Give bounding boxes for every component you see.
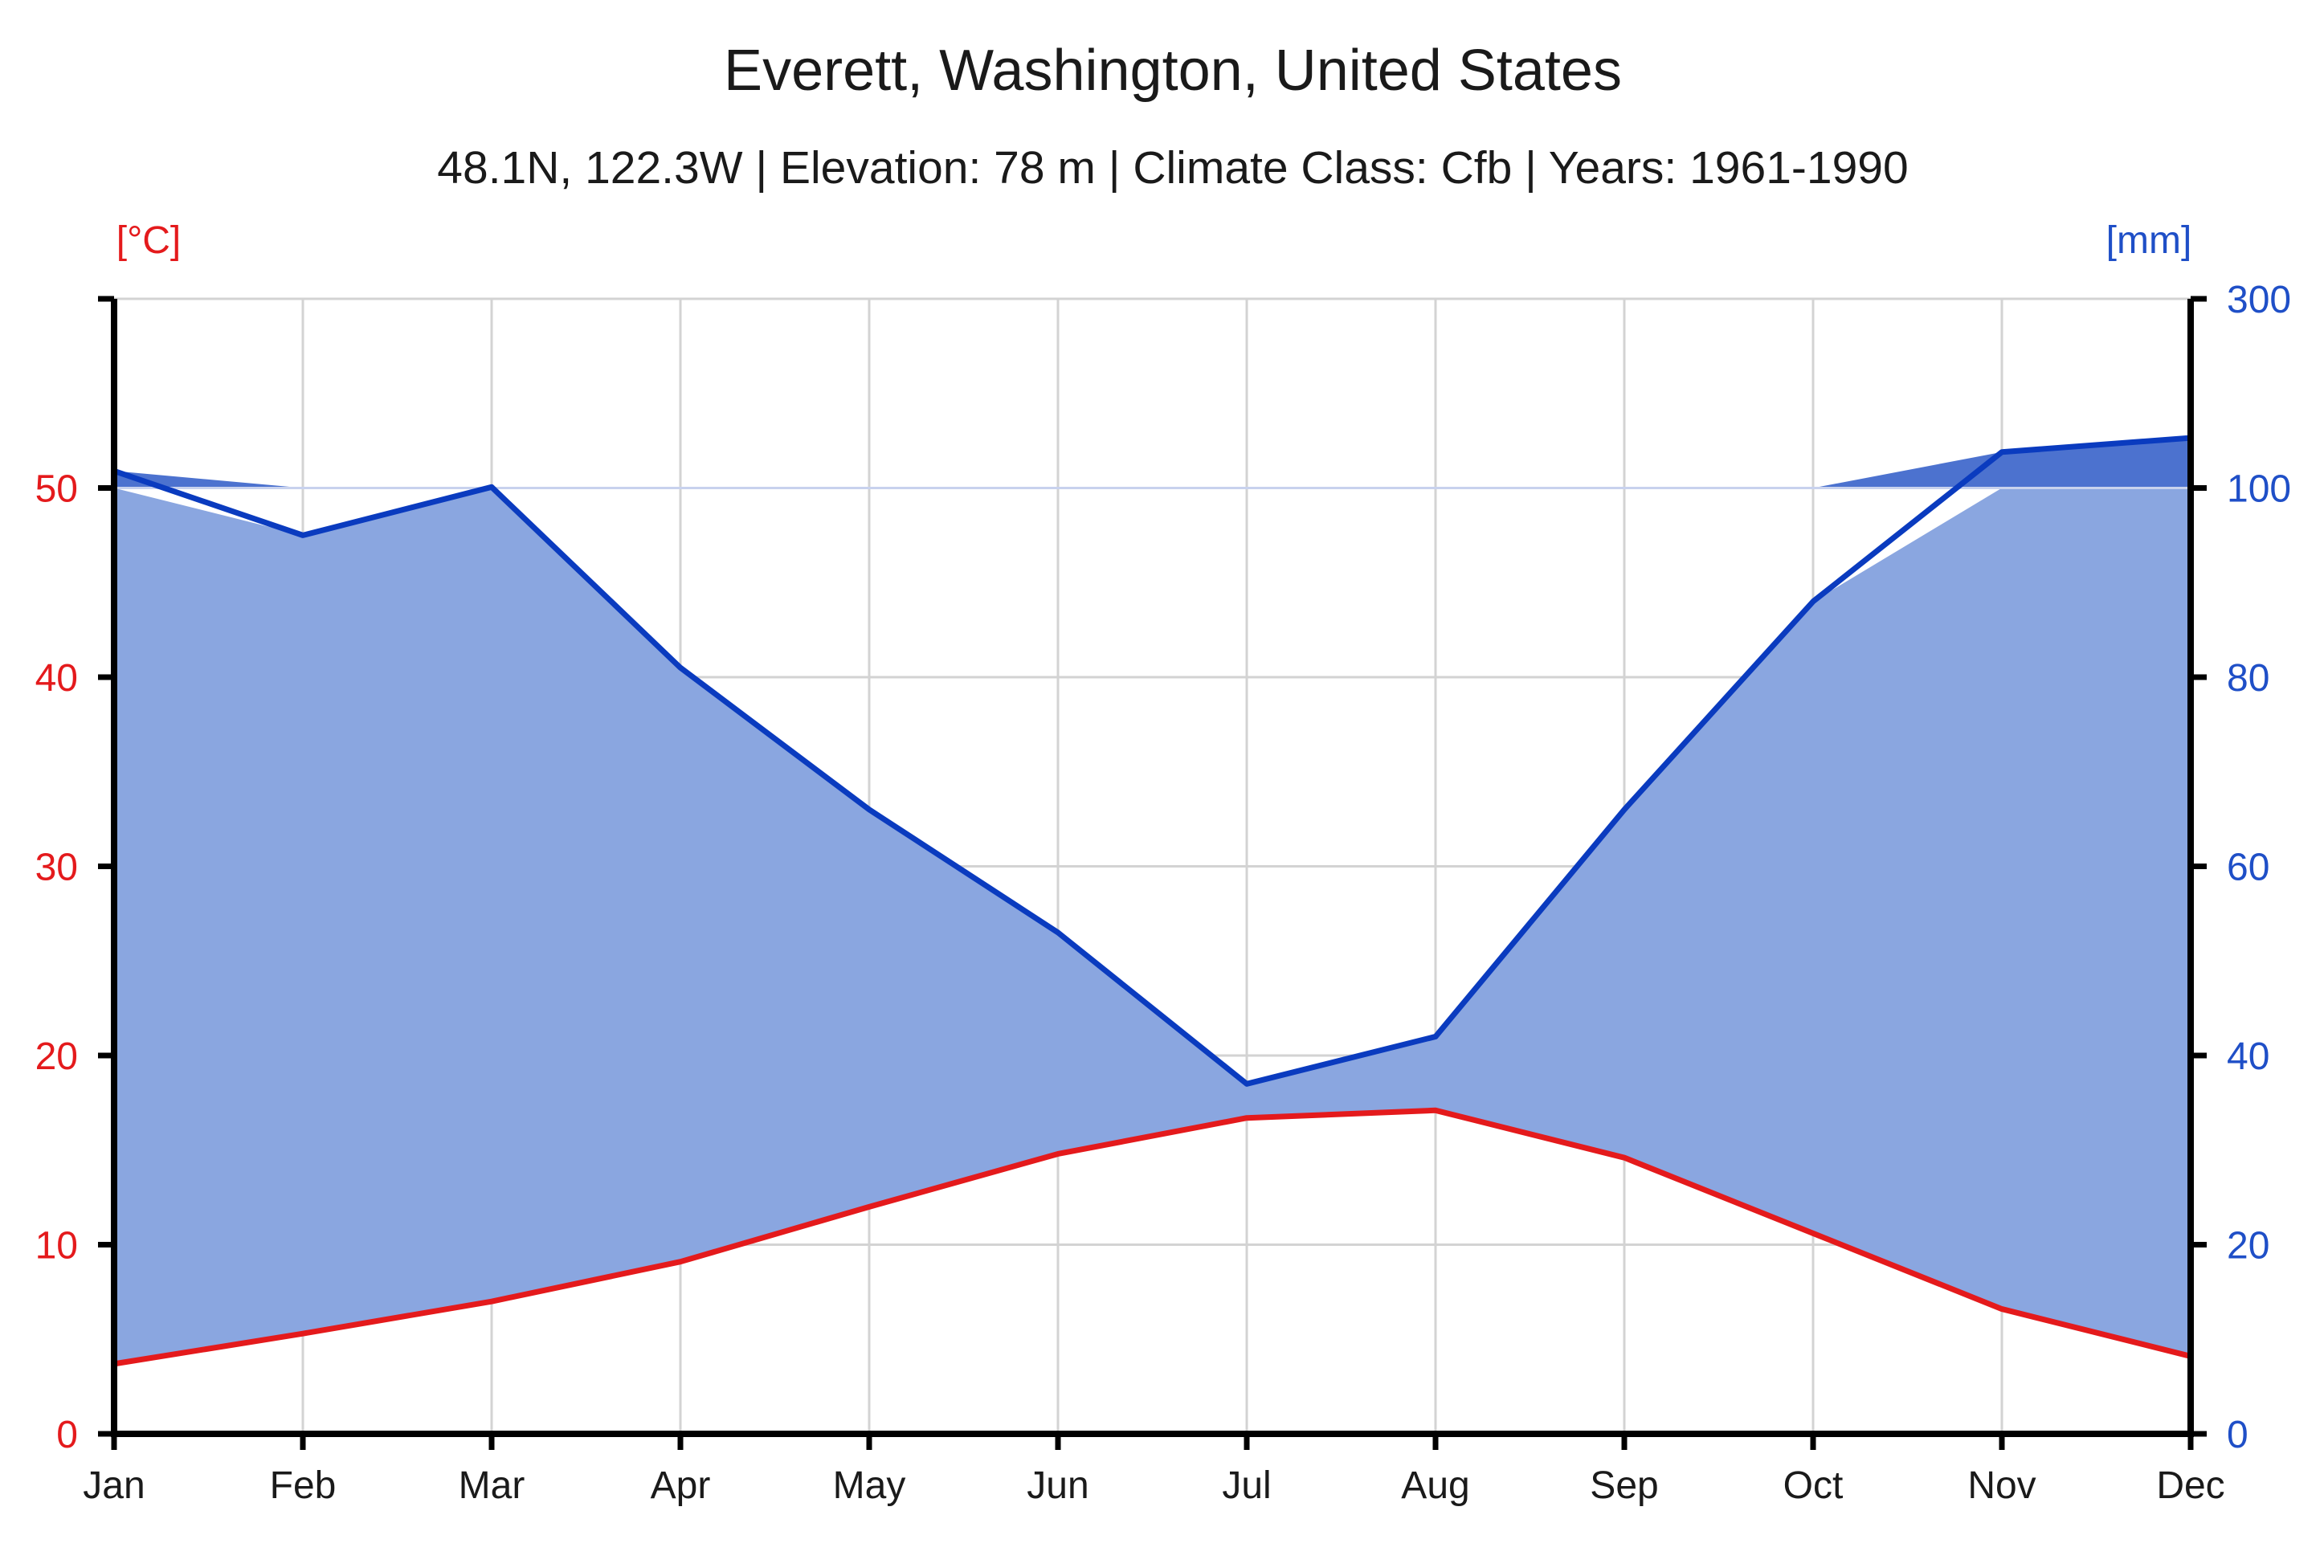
temperature-point [491, 1301, 492, 1303]
left-axis-tick-label: 20 [35, 1035, 78, 1078]
right-axis-tick-label: 60 [2227, 847, 2269, 889]
x-axis-tick-label: Aug [1401, 1464, 1469, 1507]
plot-area: 0 10 20 30 40 50 0 20 40 60 80 100 300 Jan Feb Mar Apr Ma… [35, 279, 2291, 1507]
left-axis-tick-label: 40 [35, 657, 78, 700]
right-axis-tick-label: 80 [2227, 657, 2269, 700]
precipitation-point [1057, 931, 1059, 933]
temperature-line [113, 1107, 2191, 1367]
left-axis-tick-label: 0 [56, 1414, 78, 1456]
excess-precipitation-area [114, 438, 2191, 488]
x-axis-tick-label: May [833, 1464, 906, 1507]
precipitation-point [680, 667, 681, 669]
temperature-point [868, 1206, 870, 1208]
x-axis-tick-label: Jun [1027, 1464, 1088, 1507]
chart-title: Everett, Washington, United States [724, 39, 1622, 103]
x-axis-tick-label: Dec [2156, 1464, 2224, 1507]
precipitation-point [1435, 1035, 1436, 1038]
precipitation-point [1812, 600, 1814, 602]
temperature-point [1057, 1153, 1059, 1155]
temperature-point [1435, 1109, 1436, 1112]
temperature-point [1246, 1117, 1248, 1119]
left-axis-tick-label: 30 [35, 847, 78, 889]
chart-subtitle: 48.1N, 122.3W | Elevation: 78 m | Climat… [437, 142, 1908, 194]
right-axis-tick-label: 0 [2227, 1414, 2248, 1456]
precipitation-point [868, 808, 870, 811]
x-axis-tick-label: Mar [459, 1464, 525, 1507]
precipitation-point [2001, 451, 2003, 453]
temperature-point [2001, 1308, 2003, 1310]
left-axis-tick-label: 10 [35, 1225, 78, 1268]
precipitation-point [491, 486, 492, 488]
temperature-point [680, 1260, 681, 1263]
x-axis-tick-label: Apr [651, 1464, 711, 1507]
x-axis-tick-label: Nov [1967, 1464, 2036, 1507]
left-axis-unit-label: [°C] [116, 219, 182, 262]
x-axis-tick-label: Jul [1222, 1464, 1271, 1507]
right-axis-tick-label: 300 [2227, 279, 2291, 321]
temperature-point [1624, 1157, 1625, 1159]
x-axis-tick-label: Feb [270, 1464, 337, 1507]
x-axis-tick-label: Jan [83, 1464, 145, 1507]
left-axis-tick-label: 50 [35, 468, 78, 511]
humid-area [114, 488, 2191, 1364]
precipitation-line [112, 435, 2191, 1087]
precipitation-point [1624, 808, 1625, 811]
precipitation-point [1246, 1083, 1248, 1085]
right-axis-unit-label: [mm] [2106, 219, 2192, 262]
precipitation-point [302, 534, 304, 537]
right-axis-tick-label: 100 [2227, 468, 2291, 511]
temperature-point [302, 1333, 304, 1335]
right-axis-tick-label: 40 [2227, 1035, 2269, 1078]
temperature-point [1812, 1232, 1814, 1235]
x-axis-tick-label: Sep [1590, 1464, 1658, 1507]
x-axis-tick-label: Oct [1783, 1464, 1844, 1507]
right-axis-tick-label: 20 [2227, 1225, 2269, 1268]
